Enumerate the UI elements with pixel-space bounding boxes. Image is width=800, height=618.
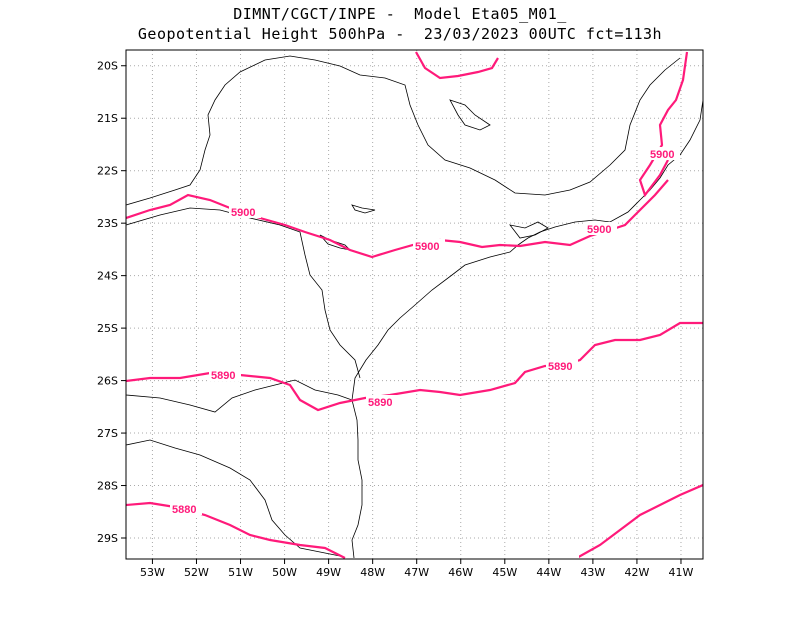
lat-tick-label: 24S	[97, 270, 118, 283]
grid-lines	[126, 50, 703, 559]
contour-label: 5900	[231, 207, 255, 219]
bay-outline	[509, 221, 549, 239]
reservoir-outline-2	[351, 204, 376, 214]
contour-5900-east	[638, 51, 689, 198]
lon-tick-label: 47W	[404, 566, 429, 579]
lon-tick-label: 53W	[140, 566, 165, 579]
lon-tick-label: 44W	[536, 566, 561, 579]
state-border-rs	[126, 439, 341, 557]
contour-5900-main	[126, 179, 669, 259]
coastline-layer	[126, 55, 703, 559]
contour-label: 5890	[548, 361, 572, 373]
contour-5890-west	[126, 321, 703, 412]
contour-5880-west	[126, 501, 346, 559]
lat-tick-label: 21S	[97, 112, 118, 125]
contour-label: 5900	[587, 224, 611, 236]
map-title-line-1: DIMNT/CGCT/INPE - Model Eta05_M01_	[233, 5, 567, 23]
contour-label: 5900	[650, 149, 674, 161]
lat-tick-label: 26S	[97, 375, 118, 388]
lat-tick-label: 27S	[97, 427, 118, 440]
state-border-south	[126, 379, 353, 413]
lat-tick-label: 29S	[97, 532, 118, 545]
contour-label: 5890	[368, 397, 392, 409]
state-border-central	[126, 207, 361, 379]
lon-tick-label: 49W	[316, 566, 341, 579]
lat-tick-label: 28S	[97, 480, 118, 493]
lon-tick-label: 43W	[580, 566, 605, 579]
lat-tick-label: 22S	[97, 165, 118, 178]
lon-tick-label: 42W	[624, 566, 649, 579]
contour-labels: 5900 5900 5900 5900 5890 5890 5890 5880	[170, 147, 680, 559]
contour-5880-east	[574, 483, 703, 559]
lat-tick-label: 20S	[97, 60, 118, 73]
contour-label: 5890	[211, 370, 235, 382]
contour-label: 5900	[415, 241, 439, 253]
lon-tick-label: 50W	[272, 566, 297, 579]
coastline	[351, 99, 703, 559]
contour-label: 5880	[172, 504, 196, 516]
lon-tick-label: 41W	[669, 566, 694, 579]
plot-frame	[125, 49, 704, 560]
lon-tick-label: 46W	[448, 566, 473, 579]
map-title-line-2: Geopotential Height 500hPa - 23/03/2023 …	[137, 25, 663, 43]
lon-tick-label: 51W	[228, 566, 253, 579]
lat-tick-label: 23S	[97, 217, 118, 230]
lon-tick-label: 45W	[492, 566, 517, 579]
lake-outline	[449, 99, 491, 131]
lon-tick-label: 48W	[360, 566, 385, 579]
axis-ticks: 20S 21S 22S 23S 24S 25S 26S 27S 28S 29S 53W 52W 51W 5…	[97, 60, 694, 579]
lat-tick-label: 25S	[97, 322, 118, 335]
state-border-north	[126, 55, 681, 206]
contour-5900-upper	[415, 51, 499, 80]
lon-tick-label: 52W	[184, 566, 209, 579]
